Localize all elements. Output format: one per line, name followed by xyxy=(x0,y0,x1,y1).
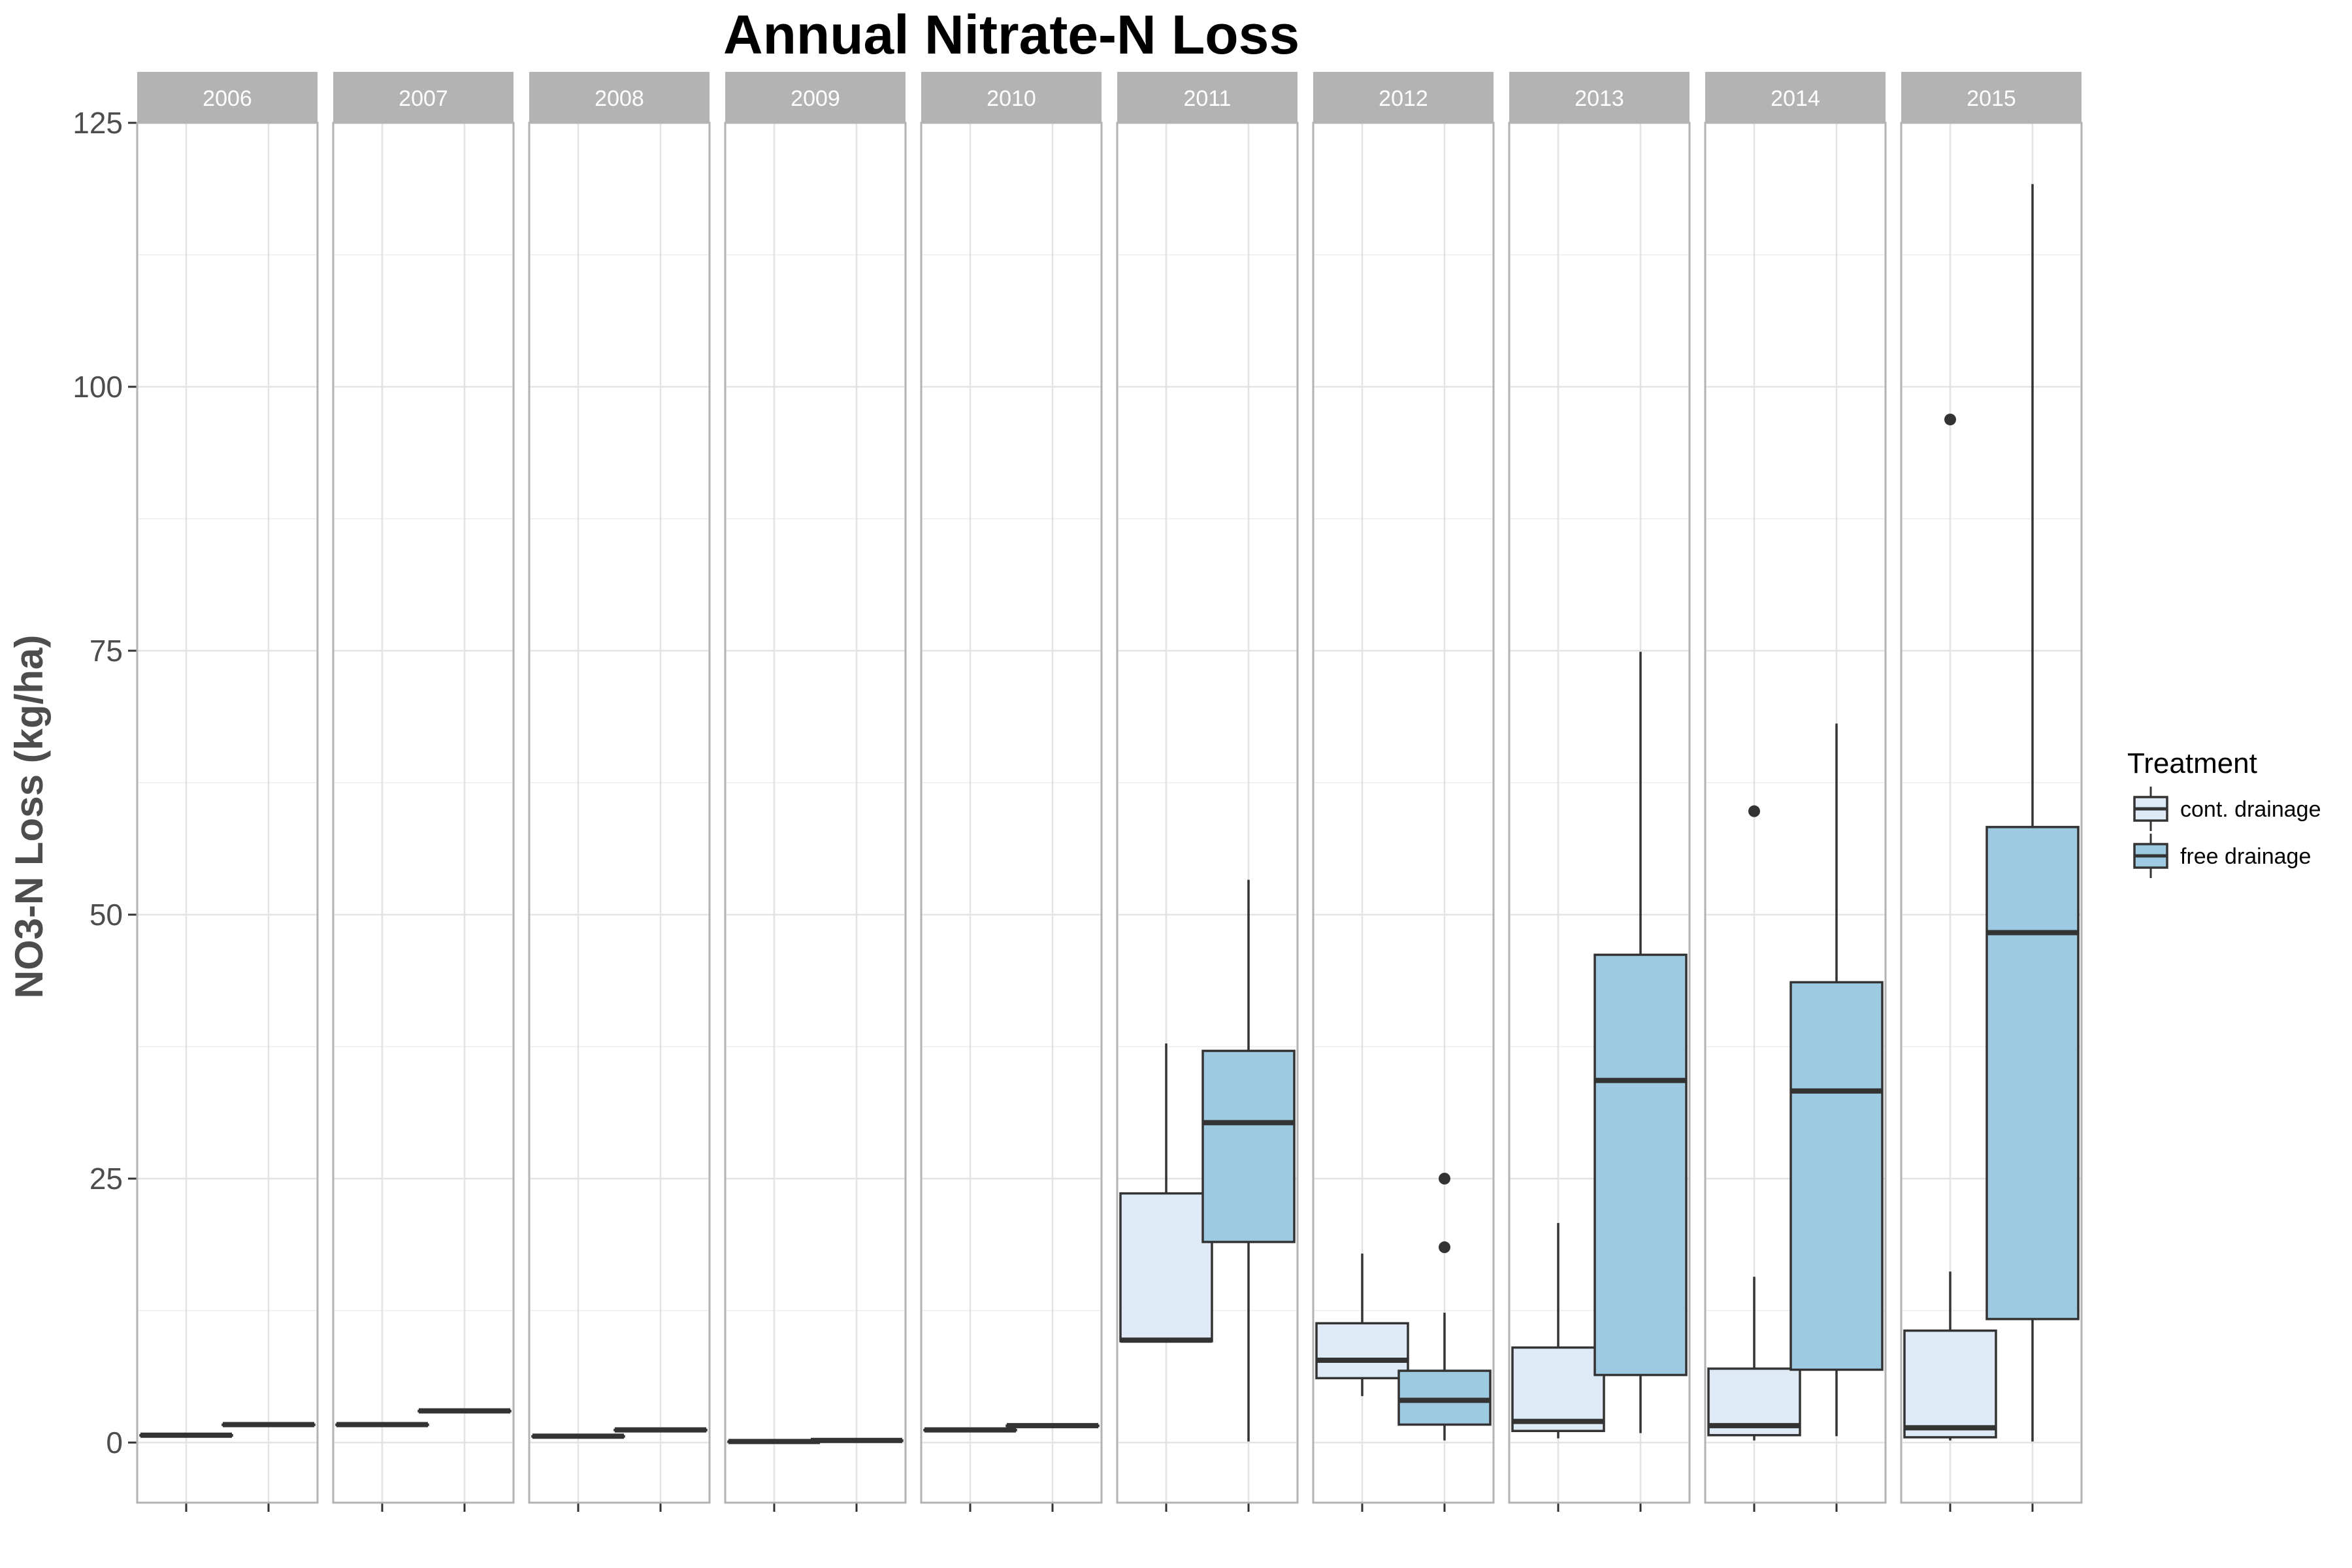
facet-strip-label: 2008 xyxy=(595,86,644,111)
box-2015-cont-drainage xyxy=(1903,414,1997,1441)
box-2008-free-drainage xyxy=(613,1427,708,1433)
legend-item: free drainage xyxy=(2133,834,2311,878)
facet-panel-2011: 2011 xyxy=(1116,72,1299,1512)
box-body xyxy=(1201,1049,1296,1243)
box-body xyxy=(1397,1369,1492,1426)
box-body xyxy=(1119,1192,1213,1343)
y-axis-label: NO3-N Loss (kg/ha) xyxy=(7,635,51,999)
facet-strip xyxy=(1901,72,2082,123)
y-axis-ticks: 0 25 50 75 100 125 xyxy=(73,106,137,1460)
legend-items: cont. drainage free drainage xyxy=(2133,787,2321,878)
facet-panel-2014: 2014 xyxy=(1704,72,1887,1512)
y-tick-label: 25 xyxy=(90,1162,123,1196)
facet-strip xyxy=(333,72,514,123)
facet-strip xyxy=(921,72,1102,123)
facet-strip xyxy=(137,72,318,123)
facet-panel-2012: 2012 xyxy=(1312,72,1495,1512)
facet-strip xyxy=(1117,72,1298,123)
box-body xyxy=(1789,981,1884,1371)
facet-strip-label: 2007 xyxy=(399,86,448,111)
y-tick-label: 50 xyxy=(90,898,123,932)
facet-strip-label: 2010 xyxy=(987,86,1036,111)
box-body xyxy=(1315,1322,1409,1380)
facet-strip xyxy=(1313,72,1494,123)
facet-strip-label: 2013 xyxy=(1575,86,1624,111)
box-body xyxy=(1985,826,2080,1320)
facet-panel-2009: 2009 xyxy=(724,72,907,1512)
facet-strip-label: 2011 xyxy=(1183,86,1231,111)
facet-strip xyxy=(1705,72,1886,123)
panel-border xyxy=(724,122,907,1504)
box-2009-cont-drainage xyxy=(727,1439,821,1445)
box-2013-cont-drainage xyxy=(1511,1222,1605,1439)
y-tick-label: 0 xyxy=(106,1426,123,1460)
box-2013-free-drainage xyxy=(1593,651,1688,1433)
panel-border xyxy=(332,122,515,1504)
y-tick-label: 125 xyxy=(73,106,123,140)
y-tick-label: 75 xyxy=(90,634,123,668)
chart-title: Annual Nitrate-N Loss xyxy=(723,4,1299,65)
panel-border xyxy=(1508,122,1691,1504)
box-outlier xyxy=(1439,1173,1450,1184)
panel-background xyxy=(529,123,710,1503)
facet-panel-2015: 2015 xyxy=(1900,72,2083,1512)
panel-background xyxy=(137,123,318,1503)
box-2011-free-drainage xyxy=(1201,879,1296,1442)
box-body xyxy=(1593,953,1688,1377)
facet-strip xyxy=(725,72,906,123)
legend-item: cont. drainage xyxy=(2133,787,2321,831)
facet-strip-label: 2012 xyxy=(1379,86,1428,111)
facet-strip-label: 2015 xyxy=(1967,86,2016,111)
box-outlier xyxy=(1944,414,1956,426)
box-2007-free-drainage xyxy=(417,1408,512,1414)
facet-panel-2013: 2013 xyxy=(1508,72,1691,1512)
panel-background xyxy=(921,123,1102,1503)
facet-strip xyxy=(529,72,710,123)
box-body xyxy=(1903,1329,1997,1439)
facet-strip-label: 2014 xyxy=(1771,86,1820,111)
y-tick-label: 100 xyxy=(73,370,123,404)
box-2008-cont-drainage xyxy=(531,1433,625,1439)
box-2015-free-drainage xyxy=(1985,184,2080,1442)
facet-strip-label: 2009 xyxy=(791,86,840,111)
panel-border xyxy=(920,122,1103,1504)
panel-border xyxy=(1900,122,2083,1504)
panel-background xyxy=(333,123,514,1503)
facet-panel-2010: 2010 xyxy=(920,72,1103,1512)
box-2014-cont-drainage xyxy=(1707,805,1801,1441)
box-2010-cont-drainage xyxy=(923,1427,1017,1433)
legend-label: free drainage xyxy=(2180,844,2311,869)
panel-border xyxy=(136,122,319,1504)
facet-panels: 2006 2007 2008 2009 2010 2011 2012 2013 2014 2015 xyxy=(136,72,2083,1512)
box-body xyxy=(1511,1346,1605,1432)
box-outlier xyxy=(1439,1241,1450,1254)
panel-border xyxy=(528,122,711,1504)
panel-background xyxy=(725,123,906,1503)
box-2012-cont-drainage xyxy=(1315,1253,1409,1396)
panel-border xyxy=(1704,122,1887,1504)
facet-strip xyxy=(1509,72,1690,123)
facet-panel-2007: 2007 xyxy=(332,72,515,1512)
panel-border xyxy=(1312,122,1495,1504)
box-2006-free-drainage xyxy=(221,1422,316,1428)
facet-strip-label: 2006 xyxy=(203,86,252,111)
box-2012-free-drainage xyxy=(1397,1173,1492,1441)
legend-label: cont. drainage xyxy=(2180,797,2321,822)
panel-border xyxy=(1116,122,1299,1504)
box-2014-free-drainage xyxy=(1789,723,1884,1437)
legend: Treatment cont. drainage free drainage xyxy=(2127,747,2321,878)
box-2006-cont-drainage xyxy=(139,1432,233,1438)
facet-panel-2006: 2006 xyxy=(136,72,319,1512)
facet-panel-2008: 2008 xyxy=(528,72,711,1512)
legend-title: Treatment xyxy=(2127,747,2257,779)
box-2007-cont-drainage xyxy=(335,1422,429,1428)
panel-background xyxy=(1313,123,1494,1503)
box-2011-cont-drainage xyxy=(1119,1043,1213,1343)
box-outlier xyxy=(1748,805,1760,817)
